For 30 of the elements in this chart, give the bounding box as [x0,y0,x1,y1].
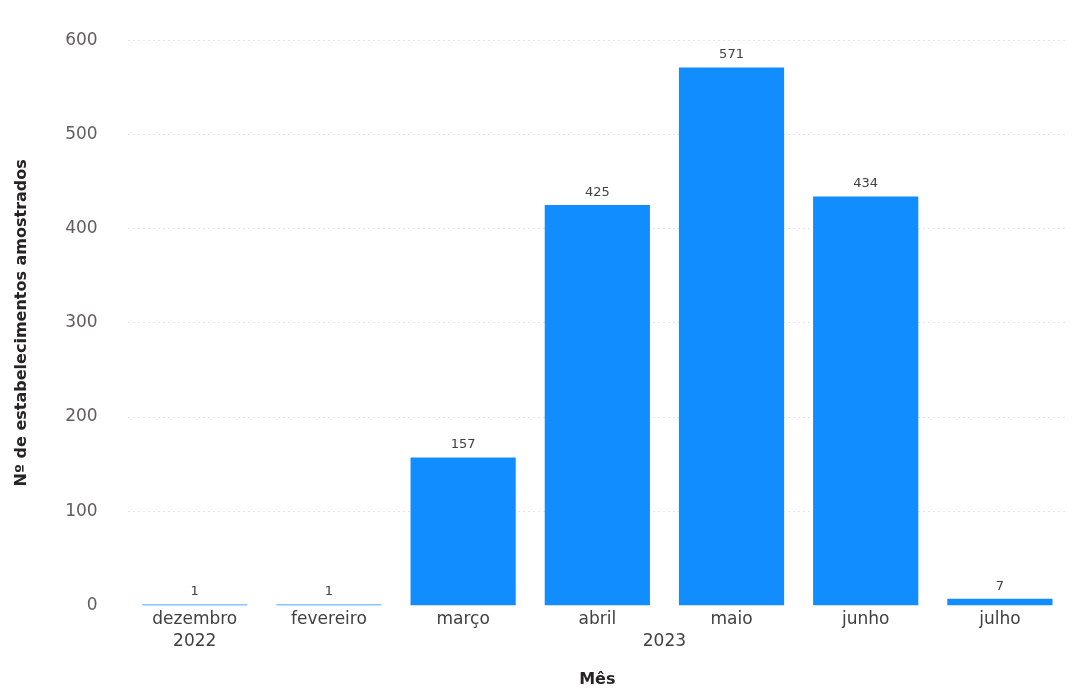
x-tick-label: abril [578,608,617,629]
bar [544,205,650,606]
y-tick-label: 100 [65,499,98,520]
y-tick-label: 0 [86,593,98,614]
x-axis-title: Mês [579,668,616,688]
text: 2022 [173,630,217,651]
y-axis-title: Nº de estabelecimentos amostrados [10,159,30,487]
data-label: 425 [584,183,610,199]
y-tick-label: 600 [65,28,98,49]
x-tick-label: fevereiro [291,608,367,629]
x-tick-label: junho [840,608,890,629]
y-tick-label: 400 [65,217,98,238]
data-label: 434 [853,175,879,191]
x-tick-label: maio [710,608,753,629]
y-tick-label: 500 [65,122,98,143]
x-tick-label: março [436,608,490,629]
data-label: 157 [450,436,476,452]
x-tick-label: julho [978,608,1021,629]
bar [678,67,785,606]
y-tick-label: 300 [65,311,98,332]
data-label: 1 [324,583,334,599]
x-tick-label: dezembro [152,608,238,629]
y-tick-label: 200 [65,405,98,426]
data-label: 1 [190,583,199,599]
bar [410,457,516,606]
bar [947,598,1053,606]
text: 2023 [642,630,687,651]
data-label: 7 [995,577,1005,593]
bar [813,196,919,606]
data-label: 571 [719,46,744,62]
